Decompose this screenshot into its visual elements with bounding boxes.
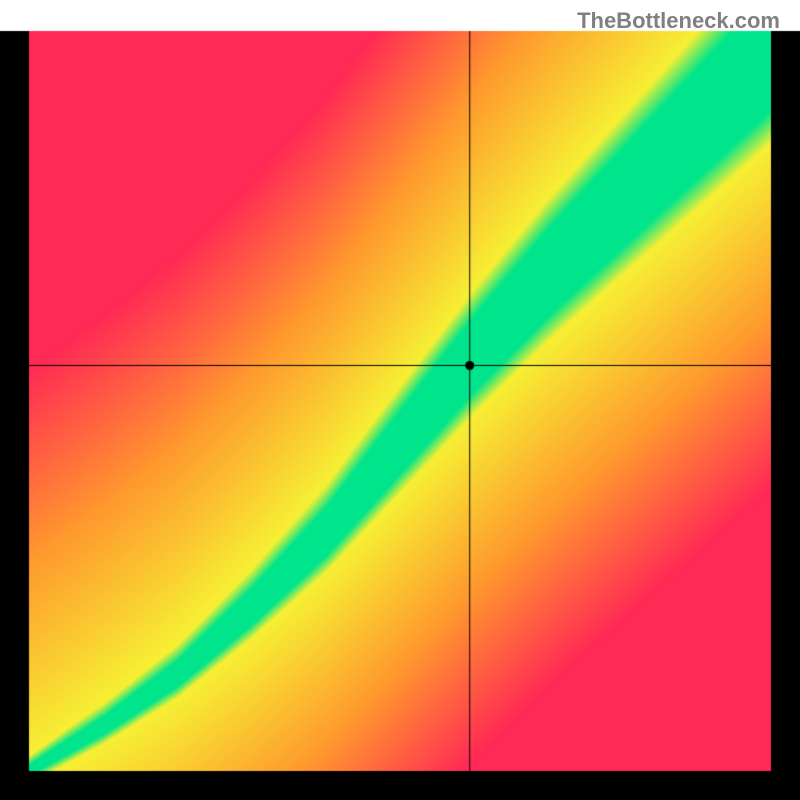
heatmap-canvas xyxy=(0,0,800,800)
chart-container: TheBottleneck.com xyxy=(0,0,800,800)
watermark-text: TheBottleneck.com xyxy=(577,8,780,34)
